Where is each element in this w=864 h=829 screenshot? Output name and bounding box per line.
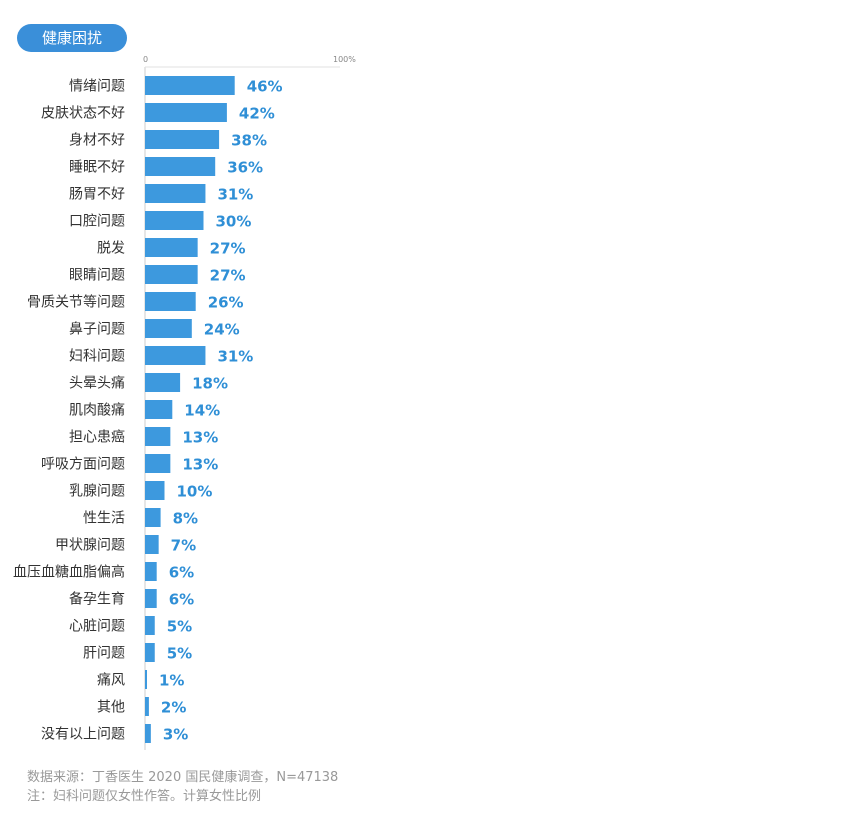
category-label: 肠胃不好 — [69, 187, 125, 203]
chart-title-badge: 健康困扰 — [17, 24, 127, 52]
value-label: 6% — [169, 591, 194, 609]
bar — [145, 454, 171, 473]
category-label: 性生活 — [83, 511, 125, 527]
category-label: 甲状腺问题 — [55, 538, 125, 554]
value-label: 31% — [217, 186, 253, 204]
bar — [145, 76, 235, 95]
category-label: 头晕头痛 — [69, 375, 125, 392]
category-label: 没有以上问题 — [41, 727, 125, 743]
value-label: 8% — [173, 510, 198, 528]
value-label: 13% — [182, 456, 218, 474]
value-label: 2% — [161, 699, 186, 717]
category-label: 口腔问题 — [69, 214, 125, 230]
bar — [145, 157, 216, 176]
bar — [145, 670, 147, 689]
value-label: 6% — [169, 564, 194, 582]
value-label: 27% — [210, 267, 246, 285]
source-footnote: 数据来源：丁香医生 2020 国民健康调查，N=47138 — [27, 770, 339, 785]
bar — [145, 562, 157, 581]
value-label: 7% — [171, 537, 196, 555]
bar — [145, 400, 173, 419]
bar — [145, 346, 206, 365]
bar — [145, 103, 227, 122]
bar — [145, 373, 181, 392]
value-label: 1% — [159, 672, 184, 690]
category-label: 肌肉酸痛 — [69, 402, 125, 419]
bar — [145, 616, 155, 635]
category-label: 睡眠不好 — [69, 160, 125, 176]
bar — [145, 508, 161, 527]
bar — [145, 238, 198, 257]
note-footnote: 注：妇科问题仅女性作答。计算女性比例 — [27, 789, 262, 804]
value-label: 14% — [184, 402, 220, 420]
tick-label-0: 0 — [143, 55, 148, 64]
value-label: 27% — [210, 240, 246, 258]
bar — [145, 184, 206, 203]
category-label: 眼睛问题 — [69, 268, 125, 284]
bar — [145, 319, 192, 338]
value-label: 3% — [163, 726, 188, 744]
value-label: 38% — [231, 132, 267, 150]
category-label: 脱发 — [97, 241, 125, 257]
bar — [145, 265, 198, 284]
category-label: 骨质关节等问题 — [27, 294, 125, 311]
bar — [145, 481, 165, 500]
value-label: 30% — [216, 213, 252, 231]
category-label: 其他 — [97, 700, 125, 716]
category-label: 情绪问题 — [69, 79, 125, 95]
category-label: 心脏问题 — [69, 619, 125, 635]
value-label: 46% — [247, 78, 283, 96]
bar — [145, 589, 157, 608]
category-label: 肝问题 — [83, 646, 125, 662]
bar — [145, 130, 220, 149]
tick-label-100: 100% — [333, 55, 356, 64]
bar — [145, 292, 196, 311]
value-label: 10% — [177, 483, 213, 501]
bar — [145, 643, 155, 662]
value-label: 42% — [239, 105, 275, 123]
value-label: 5% — [167, 645, 192, 663]
value-label: 5% — [167, 618, 192, 636]
value-label: 26% — [208, 294, 244, 312]
category-label: 备孕生育 — [69, 591, 125, 608]
category-label: 皮肤状态不好 — [41, 106, 125, 122]
category-label: 鼻子问题 — [69, 321, 125, 338]
value-label: 13% — [182, 429, 218, 447]
bar — [145, 697, 149, 716]
value-label: 18% — [192, 375, 228, 393]
category-label: 妇科问题 — [69, 348, 125, 365]
value-label: 24% — [204, 321, 240, 339]
bar — [145, 724, 151, 743]
category-label: 血压血糖血脂偏高 — [13, 564, 125, 581]
category-label: 呼吸方面问题 — [41, 457, 125, 473]
bar — [145, 535, 159, 554]
category-label: 痛风 — [97, 672, 125, 689]
value-label: 36% — [227, 159, 263, 177]
category-label: 乳腺问题 — [69, 484, 125, 500]
category-label: 身材不好 — [69, 133, 125, 149]
bar — [145, 427, 171, 446]
category-label: 担心患癌 — [69, 430, 125, 446]
value-label: 31% — [217, 348, 253, 366]
bar — [145, 211, 204, 230]
